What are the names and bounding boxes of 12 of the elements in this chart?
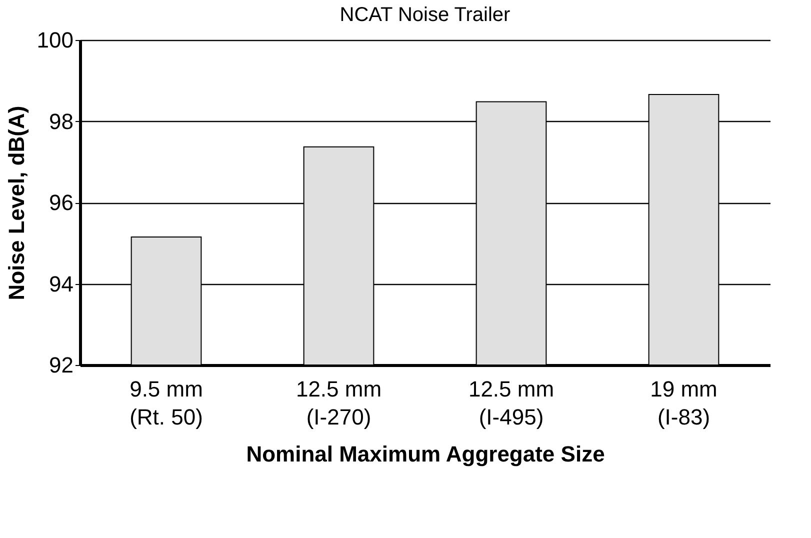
x-tick-label: 12.5 mm (I-270): [296, 376, 382, 430]
x-axis-title: Nominal Maximum Aggregate Size: [246, 442, 605, 466]
y-tick-label: 100: [36, 28, 74, 52]
x-tick-label: 19 mm (I-83): [650, 376, 718, 430]
chart-title: NCAT Noise Trailer: [340, 4, 511, 26]
x-tick-label: 9.5 mm (Rt. 50): [130, 376, 203, 430]
y-tick-label: 98: [49, 108, 74, 134]
x-tick-label: 12.5 mm (I-495): [468, 376, 554, 430]
y-tick-label: 96: [49, 190, 74, 215]
y-tick-label: 94: [49, 271, 74, 296]
y-tick-label: 92: [49, 352, 74, 378]
y-axis-title: Noise Level, dB(A): [4, 106, 29, 300]
